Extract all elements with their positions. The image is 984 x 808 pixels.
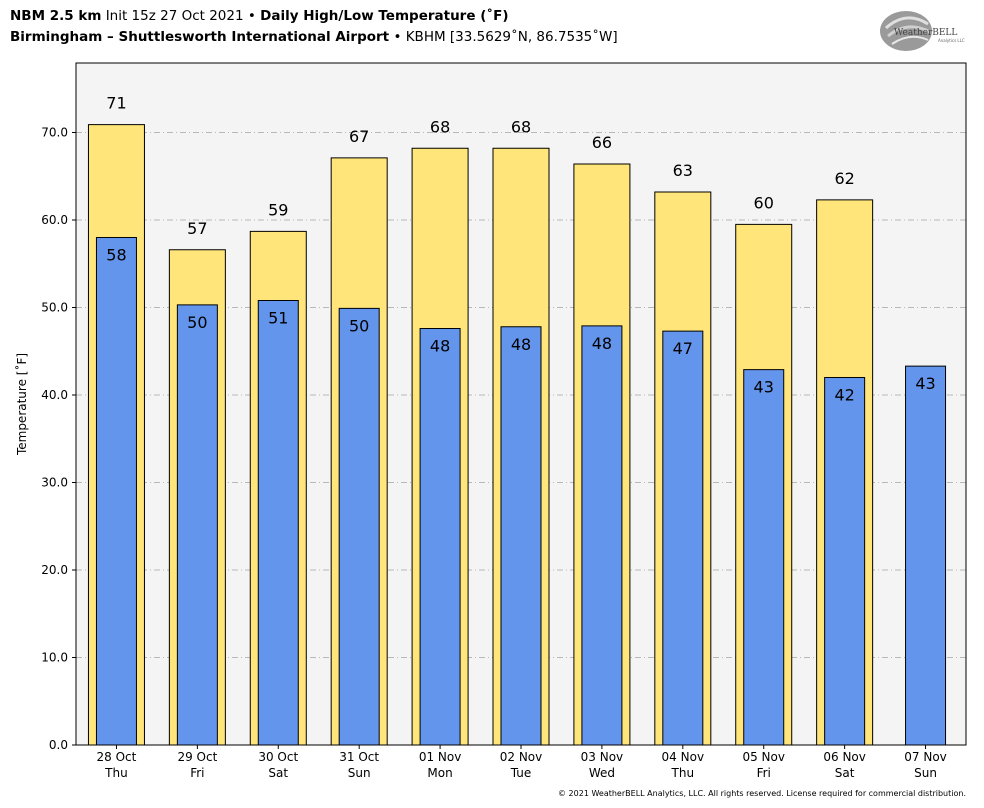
x-tick-label-weekday: Sun <box>914 766 937 780</box>
high-value-label: 59 <box>268 200 288 219</box>
y-tick-label: 50.0 <box>41 301 68 315</box>
station-name: Birmingham – Shuttlesworth International… <box>10 29 390 45</box>
low-value-label: 48 <box>430 337 450 356</box>
high-value-label: 60 <box>754 193 774 212</box>
x-tick-label-date: 31 Oct <box>339 750 379 764</box>
header-line-2: Birmingham – Shuttlesworth International… <box>10 27 618 48</box>
y-tick-label: 40.0 <box>41 388 68 402</box>
low-bar <box>257 300 299 746</box>
low-bar <box>662 330 704 746</box>
separator: • <box>247 8 256 24</box>
high-value-label: 62 <box>834 169 854 188</box>
y-tick-label: 30.0 <box>41 476 68 490</box>
y-axis-title: Temperature [˚F] <box>14 353 29 456</box>
low-value-label: 47 <box>673 339 693 358</box>
svg-text:WeatherBELL: WeatherBELL <box>894 28 957 38</box>
low-value-label: 51 <box>268 309 288 328</box>
low-value-label: 48 <box>511 335 531 354</box>
high-value-label: 68 <box>511 117 531 136</box>
product-title: Daily High/Low Temperature (˚F) <box>260 8 509 24</box>
high-value-label: 63 <box>673 161 693 180</box>
low-value-label: 50 <box>349 316 369 335</box>
x-tick-label-date: 29 Oct <box>177 750 217 764</box>
high-value-label: 71 <box>106 94 126 113</box>
x-tick-label-weekday: Thu <box>104 766 128 780</box>
low-value-label: 43 <box>754 378 774 397</box>
low-value-label: 48 <box>592 334 612 353</box>
init-time: Init 15z 27 Oct 2021 <box>105 8 244 24</box>
weatherbell-logo: WeatherBELL Analytics LLC <box>878 6 970 56</box>
x-tick-label-date: 28 Oct <box>97 750 137 764</box>
high-value-label: 67 <box>349 127 369 146</box>
chart-header: NBM 2.5 km Init 15z 27 Oct 2021 • Daily … <box>10 6 618 48</box>
high-value-label: 68 <box>430 117 450 136</box>
low-bar <box>824 377 866 746</box>
low-bar <box>338 307 380 746</box>
x-tick-label-weekday: Thu <box>671 766 695 780</box>
separator: • <box>393 29 402 45</box>
x-tick-label-weekday: Tue <box>510 766 532 780</box>
x-tick-label-date: 30 Oct <box>258 750 298 764</box>
x-tick-label-weekday: Sun <box>348 766 371 780</box>
low-bar <box>905 365 947 746</box>
x-tick-label-date: 07 Nov <box>904 750 947 764</box>
x-tick-label-weekday: Fri <box>190 766 204 780</box>
x-tick-label-date: 05 Nov <box>742 750 785 764</box>
low-value-label: 43 <box>915 374 935 393</box>
copyright-footer: © 2021 WeatherBELL Analytics, LLC. All r… <box>558 789 966 798</box>
header-line-1: NBM 2.5 km Init 15z 27 Oct 2021 • Daily … <box>10 6 618 27</box>
y-tick-label: 60.0 <box>41 213 68 227</box>
x-tick-label-weekday: Sat <box>268 766 288 780</box>
y-tick-label: 20.0 <box>41 563 68 577</box>
model-name: NBM 2.5 km <box>10 8 102 24</box>
high-value-label: 66 <box>592 133 612 152</box>
x-tick-label-weekday: Sat <box>835 766 855 780</box>
x-tick-label-weekday: Mon <box>427 766 452 780</box>
station-info: KBHM [33.5629˚N, 86.7535˚W] <box>405 29 618 45</box>
x-tick-label-date: 02 Nov <box>500 750 543 764</box>
logo-icon: WeatherBELL Analytics LLC <box>880 11 965 51</box>
low-bar <box>743 369 785 746</box>
x-tick-label-weekday: Fri <box>757 766 771 780</box>
x-tick-label-date: 01 Nov <box>419 750 462 764</box>
high-value-label: 57 <box>187 219 207 238</box>
y-tick-label: 0.0 <box>49 738 68 752</box>
x-tick-label-date: 04 Nov <box>662 750 705 764</box>
low-bar <box>500 326 542 746</box>
low-bar <box>581 325 623 746</box>
x-tick-label-date: 06 Nov <box>823 750 866 764</box>
x-tick-label-weekday: Wed <box>589 766 615 780</box>
svg-text:Analytics LLC: Analytics LLC <box>938 38 965 43</box>
x-tick-label-date: 03 Nov <box>581 750 624 764</box>
low-value-label: 42 <box>834 386 854 405</box>
low-bar <box>419 328 461 746</box>
low-bar <box>176 304 218 746</box>
low-bar <box>95 237 137 746</box>
low-value-label: 58 <box>106 246 126 265</box>
y-tick-label: 70.0 <box>41 126 68 140</box>
low-value-label: 50 <box>187 313 207 332</box>
y-tick-label: 10.0 <box>41 651 68 665</box>
